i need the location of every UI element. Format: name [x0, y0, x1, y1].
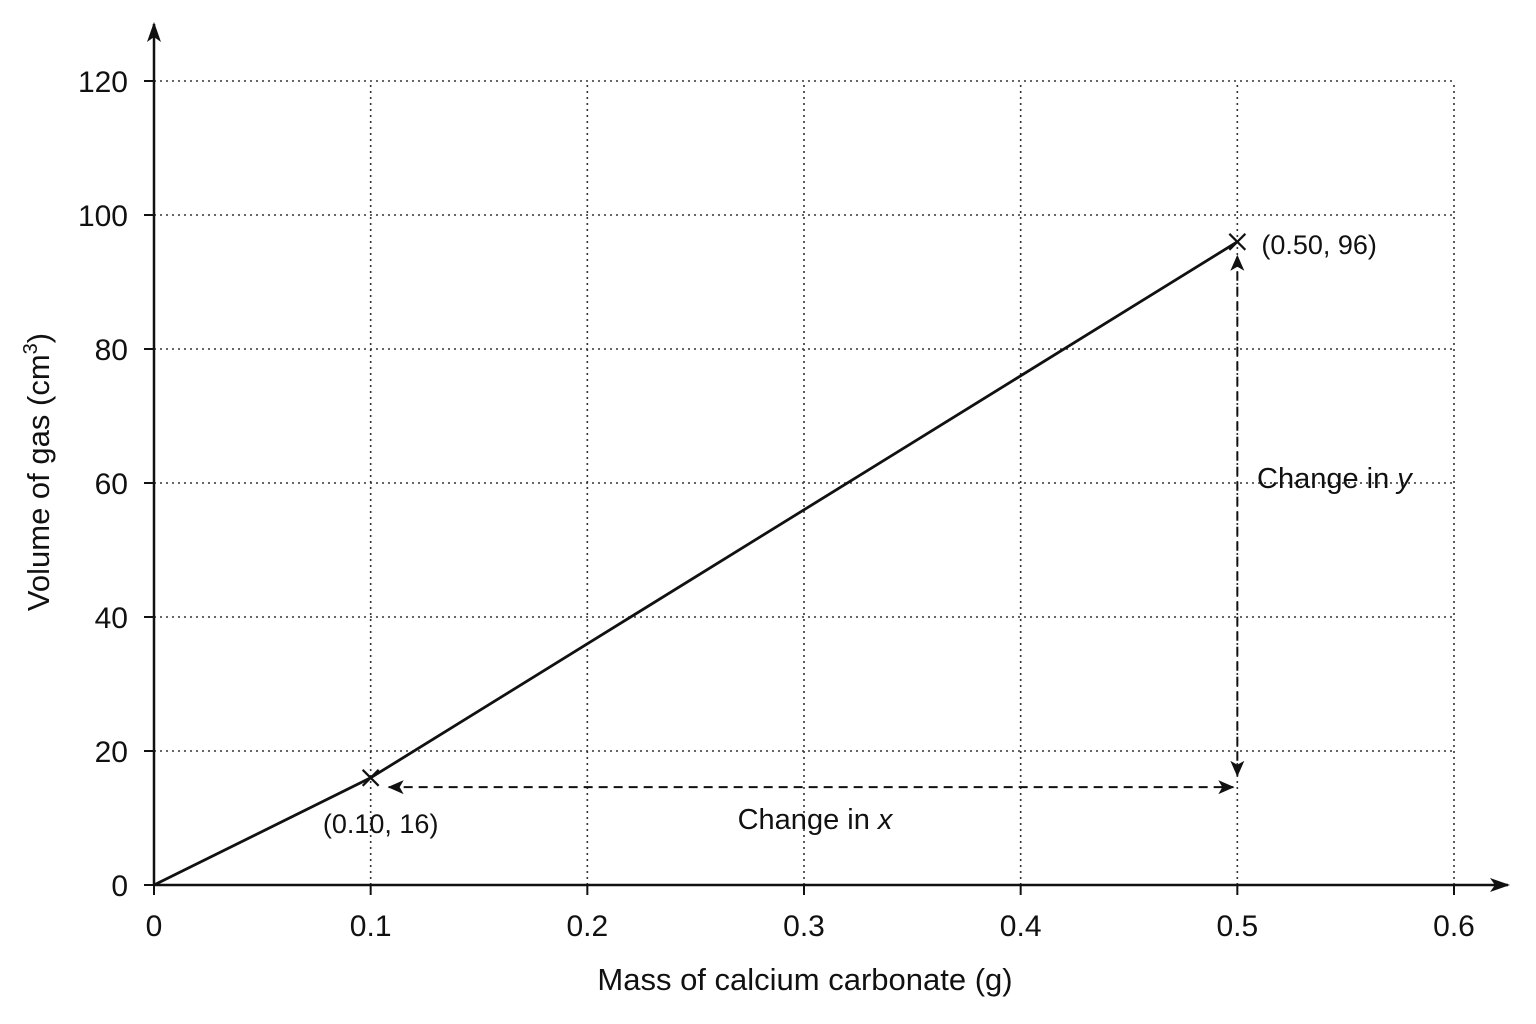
data-point-marker [361, 769, 380, 787]
series-line [153, 240, 1239, 887]
change-in-y-label: Change in y [1257, 463, 1413, 495]
x-tick-labels: 0 0.1 0.2 0.3 0.4 0.5 0.6 [146, 885, 1475, 943]
x-tick-label: 0.1 [350, 910, 392, 943]
y-tick-label: 40 [95, 602, 128, 635]
y-tick-label: 0 [111, 870, 128, 903]
x-tick-label: 0.5 [1216, 910, 1258, 943]
x-axis-title: Mass of calcium carbonate (g) [597, 962, 1012, 997]
x-tick-label: 0.2 [566, 910, 608, 943]
y-tick-label: 60 [95, 468, 128, 501]
data-point-label: (0.50, 96) [1261, 230, 1377, 260]
y-axis-title: Volume of gas (cm3) [20, 333, 56, 611]
data-points: (0.10, 16) (0.50, 96) [323, 230, 1377, 839]
change-in-x-label: Change in x [738, 804, 894, 836]
x-tick-label: 0.4 [1000, 910, 1042, 943]
x-tick-label: 0.6 [1433, 910, 1475, 943]
x-tick-label: 0 [146, 910, 163, 943]
y-tick-label: 80 [95, 334, 128, 367]
x-tick-label: 0.3 [783, 910, 825, 943]
data-point-label: (0.10, 16) [323, 809, 439, 839]
data-point-marker [1228, 233, 1247, 251]
y-tick-label: 20 [95, 736, 128, 769]
y-tick-label: 100 [78, 200, 128, 233]
y-tick-labels: 0 20 40 60 80 100 120 [78, 66, 154, 903]
y-tick-label: 120 [78, 66, 128, 99]
